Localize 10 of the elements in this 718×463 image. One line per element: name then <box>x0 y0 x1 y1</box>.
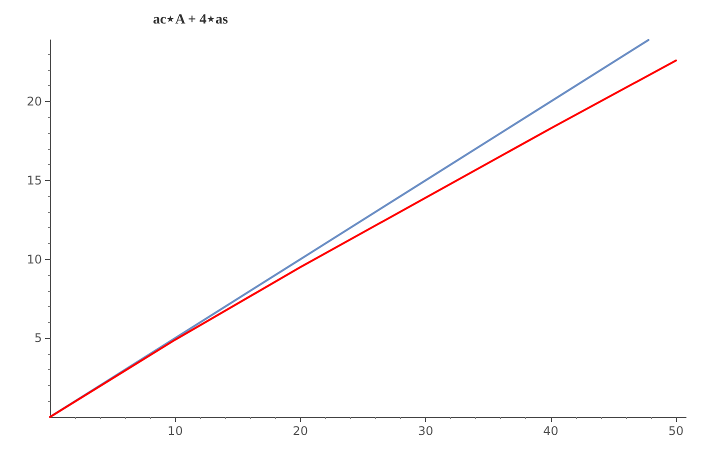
x-tick-label: 30 <box>418 424 434 438</box>
y-tick-label: 20 <box>26 94 42 109</box>
x-tick-label: 20 <box>292 424 308 438</box>
y-tick-label: 10 <box>26 252 42 266</box>
chart-title: ac⋆A + 4⋆as <box>153 12 229 28</box>
y-tick-label: 15 <box>26 173 42 188</box>
x-tick-label: 40 <box>543 424 558 438</box>
x-tick-label: 50 <box>668 424 684 438</box>
x-tick-label: 10 <box>168 424 183 438</box>
y-tick-label: 5 <box>34 331 42 346</box>
